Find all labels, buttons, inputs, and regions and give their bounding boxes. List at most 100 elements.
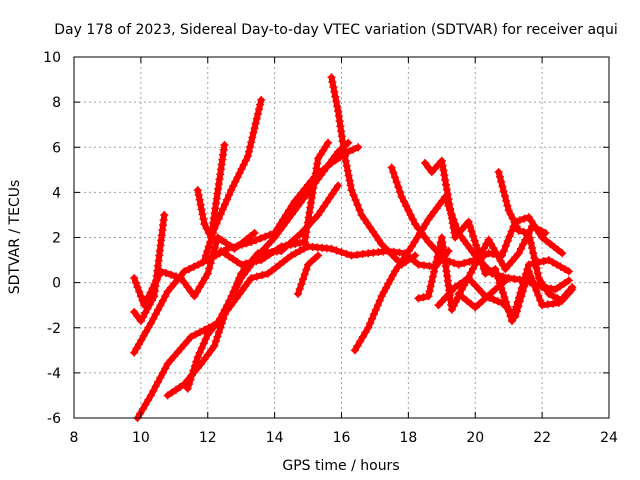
data-point-marker (217, 247, 226, 256)
data-point-marker (342, 249, 351, 258)
data-point-marker (498, 182, 507, 191)
data-point-marker (447, 305, 456, 314)
data-point-marker (549, 299, 558, 308)
data-point-marker (433, 253, 442, 262)
data-point-marker (508, 214, 517, 223)
data-point-marker (141, 400, 150, 409)
data-point-marker (439, 166, 448, 175)
data-point-marker (512, 307, 521, 316)
data-point-marker (253, 109, 262, 118)
data-point-marker (489, 244, 498, 253)
x-tick-label: 12 (199, 430, 217, 446)
x-tick-label: 8 (70, 430, 79, 446)
data-point-marker (544, 256, 553, 265)
data-point-marker (207, 346, 216, 355)
data-point-marker (384, 279, 393, 288)
data-point-marker (451, 283, 460, 292)
data-point-marker (325, 194, 334, 203)
data-point-marker (177, 271, 185, 280)
data-point-marker (190, 362, 199, 371)
data-point-marker (200, 355, 209, 364)
data-point-marker (198, 278, 207, 287)
y-tick-label: 8 (52, 95, 61, 111)
data-point-marker (261, 232, 270, 241)
data-point-marker (417, 228, 426, 237)
data-point-marker (201, 251, 210, 260)
data-point-marker (520, 214, 529, 223)
data-point-marker (187, 332, 196, 341)
data-point-marker (344, 171, 353, 180)
data-point-marker (460, 259, 469, 268)
data-point-marker (213, 318, 222, 327)
data-point-marker (137, 335, 146, 344)
data-point-marker (331, 185, 340, 194)
data-point-marker (190, 292, 199, 301)
series-arc-10 (294, 251, 323, 298)
data-point-marker (136, 316, 145, 325)
series-arc-18 (494, 168, 577, 305)
data-point-marker (421, 159, 430, 168)
data-point-marker (247, 258, 256, 267)
data-point-marker (428, 272, 437, 281)
data-point-marker (524, 267, 533, 276)
data-point-marker (216, 210, 225, 219)
data-point-marker (256, 100, 265, 109)
data-point-marker (251, 236, 260, 245)
data-point-marker (130, 274, 139, 283)
chart-title: Day 178 of 2023, Sidereal Day-to-day VTE… (54, 22, 617, 38)
data-point-marker (322, 198, 331, 207)
data-point-marker (411, 219, 420, 228)
data-point-marker (229, 181, 238, 190)
data-point-marker (221, 249, 230, 258)
series-arc-6 (183, 242, 453, 393)
data-point-marker (247, 238, 256, 247)
data-point-marker (356, 337, 365, 346)
data-point-marker (473, 256, 482, 265)
data-point-marker (314, 210, 323, 219)
data-point-marker (229, 255, 238, 264)
data-point-marker (366, 223, 375, 232)
data-point-marker (539, 257, 548, 266)
data-point-marker (353, 341, 362, 350)
data-point-marker (313, 159, 322, 168)
data-point-marker (207, 326, 216, 335)
data-point-marker (544, 289, 553, 298)
data-point-marker (189, 262, 198, 271)
data-point-marker (454, 289, 463, 298)
data-point-marker (382, 283, 391, 292)
data-point-marker (386, 275, 395, 284)
series-arc-17 (454, 274, 573, 312)
data-point-marker (290, 197, 299, 206)
data-point-marker (210, 322, 219, 331)
data-point-marker (440, 171, 449, 180)
data-point-marker (146, 319, 155, 328)
data-point-marker (158, 296, 167, 305)
data-point-marker (247, 274, 256, 283)
y-tick-label: 6 (52, 140, 61, 156)
data-point-marker (196, 200, 205, 209)
data-point-marker (437, 156, 446, 165)
data-point-marker (191, 330, 200, 339)
data-point-marker (531, 259, 540, 268)
data-point-marker (479, 296, 488, 305)
data-point-marker (498, 288, 507, 297)
data-point-marker (144, 395, 153, 404)
data-point-marker (500, 192, 509, 201)
data-point-marker (218, 205, 227, 214)
data-point-marker (467, 227, 476, 236)
data-point-marker (197, 205, 206, 214)
data-point-marker (183, 283, 192, 292)
data-point-marker (534, 291, 543, 300)
data-point-marker (156, 301, 165, 310)
data-point-marker (492, 269, 501, 278)
data-point-marker (257, 95, 266, 104)
data-point-marker (139, 331, 148, 340)
data-point-marker (549, 292, 558, 301)
x-tick-label: 14 (266, 430, 284, 446)
data-point-marker (193, 287, 202, 296)
data-point-marker (204, 242, 213, 251)
data-point-marker (149, 386, 158, 395)
data-point-marker (166, 283, 175, 292)
data-point-marker (161, 292, 170, 301)
data-point-marker (443, 190, 452, 199)
